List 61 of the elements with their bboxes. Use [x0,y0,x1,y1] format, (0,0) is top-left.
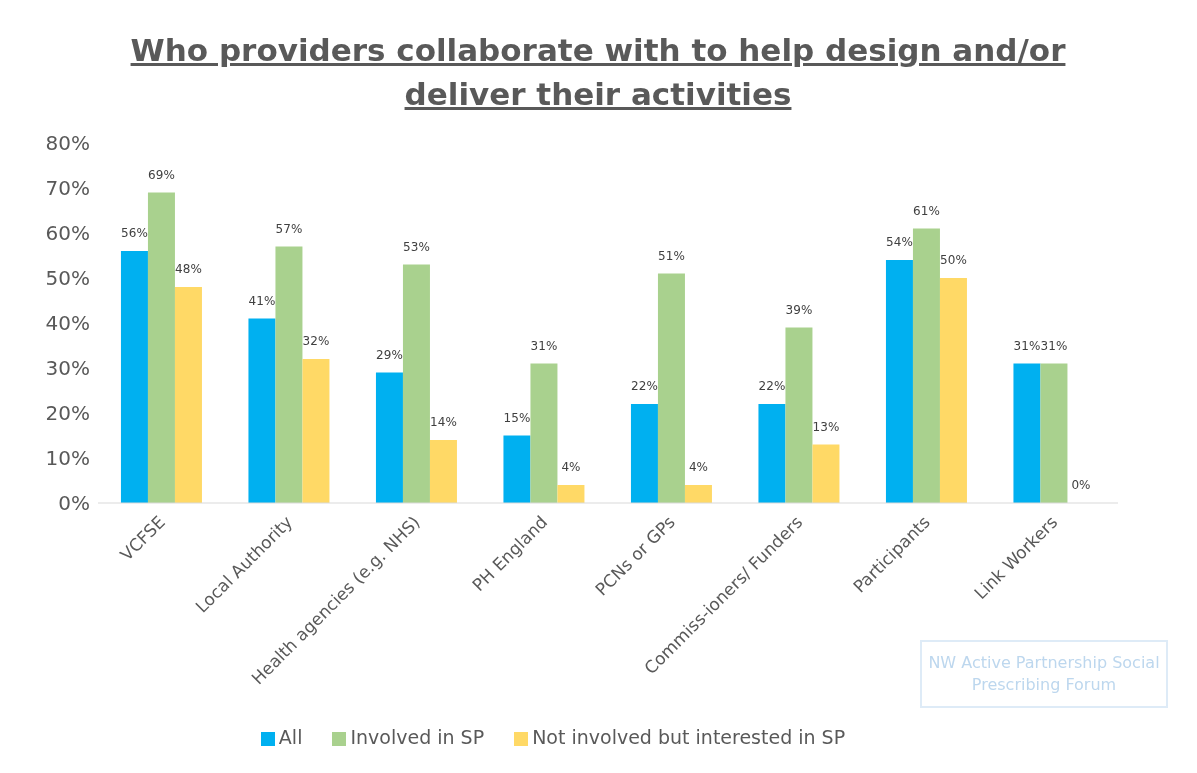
bar [1040,363,1068,503]
bar [429,440,457,503]
data-label: 22% [631,379,658,393]
bar [147,192,175,503]
bar [812,444,840,503]
bar [630,404,658,503]
data-label: 41% [248,293,276,308]
bar [302,359,330,503]
y-tick-label: 40% [45,311,90,336]
data-label: 61% [913,203,940,218]
y-tick-label: 60% [45,221,90,246]
bar [1013,363,1041,503]
legend-label: Not involved but interested in SP [532,726,846,748]
bar [785,327,813,503]
bar [174,287,202,503]
y-tick-label: 50% [45,266,90,291]
data-label: 13% [812,419,840,434]
data-label: 32% [302,334,330,348]
data-label: 39% [785,302,813,317]
bar [885,260,913,503]
bar [939,278,967,503]
y-tick-label: 20% [45,401,90,426]
data-label: 31% [1040,338,1068,353]
data-label: 69% [148,167,175,182]
y-tick-label: 30% [45,356,90,381]
data-label: 0% [1071,477,1091,492]
bar [375,372,403,503]
y-tick-label: 0% [58,491,90,516]
bar [275,246,303,503]
data-label: 29% [376,347,403,362]
y-tick-label: 80% [45,131,90,156]
bar [557,485,585,503]
data-label: 31% [530,338,558,353]
legend-label: Involved in SP [350,726,485,748]
bar [758,404,786,503]
data-label: 14% [430,415,457,429]
bar [657,273,685,503]
bar [912,228,940,503]
data-label: 50% [940,253,967,267]
chart-title: Who providers collaborate with to help design and/or deliver their activities [129,31,1067,114]
bar [503,435,531,503]
bar [248,318,276,503]
bar [120,251,148,503]
data-label: 54% [886,235,913,249]
data-label: 48% [175,262,202,276]
legend-label: All [278,726,303,748]
text: NW Active Partnership Social Prescribing Forum [920,640,1168,708]
bar [530,363,558,503]
data-label: 15% [503,410,531,425]
bar [402,264,430,503]
data-label: 31% [1013,338,1041,353]
bar [684,485,712,503]
y-tick-label: 70% [45,176,90,201]
y-tick-label: 10% [45,446,90,471]
data-label: 51% [658,248,685,263]
data-label: 4% [561,460,581,474]
data-label: 57% [275,221,303,236]
data-label: 56% [121,226,148,240]
data-label: 53% [403,239,430,254]
data-label: 4% [688,460,708,474]
data-label: 22% [758,379,786,393]
